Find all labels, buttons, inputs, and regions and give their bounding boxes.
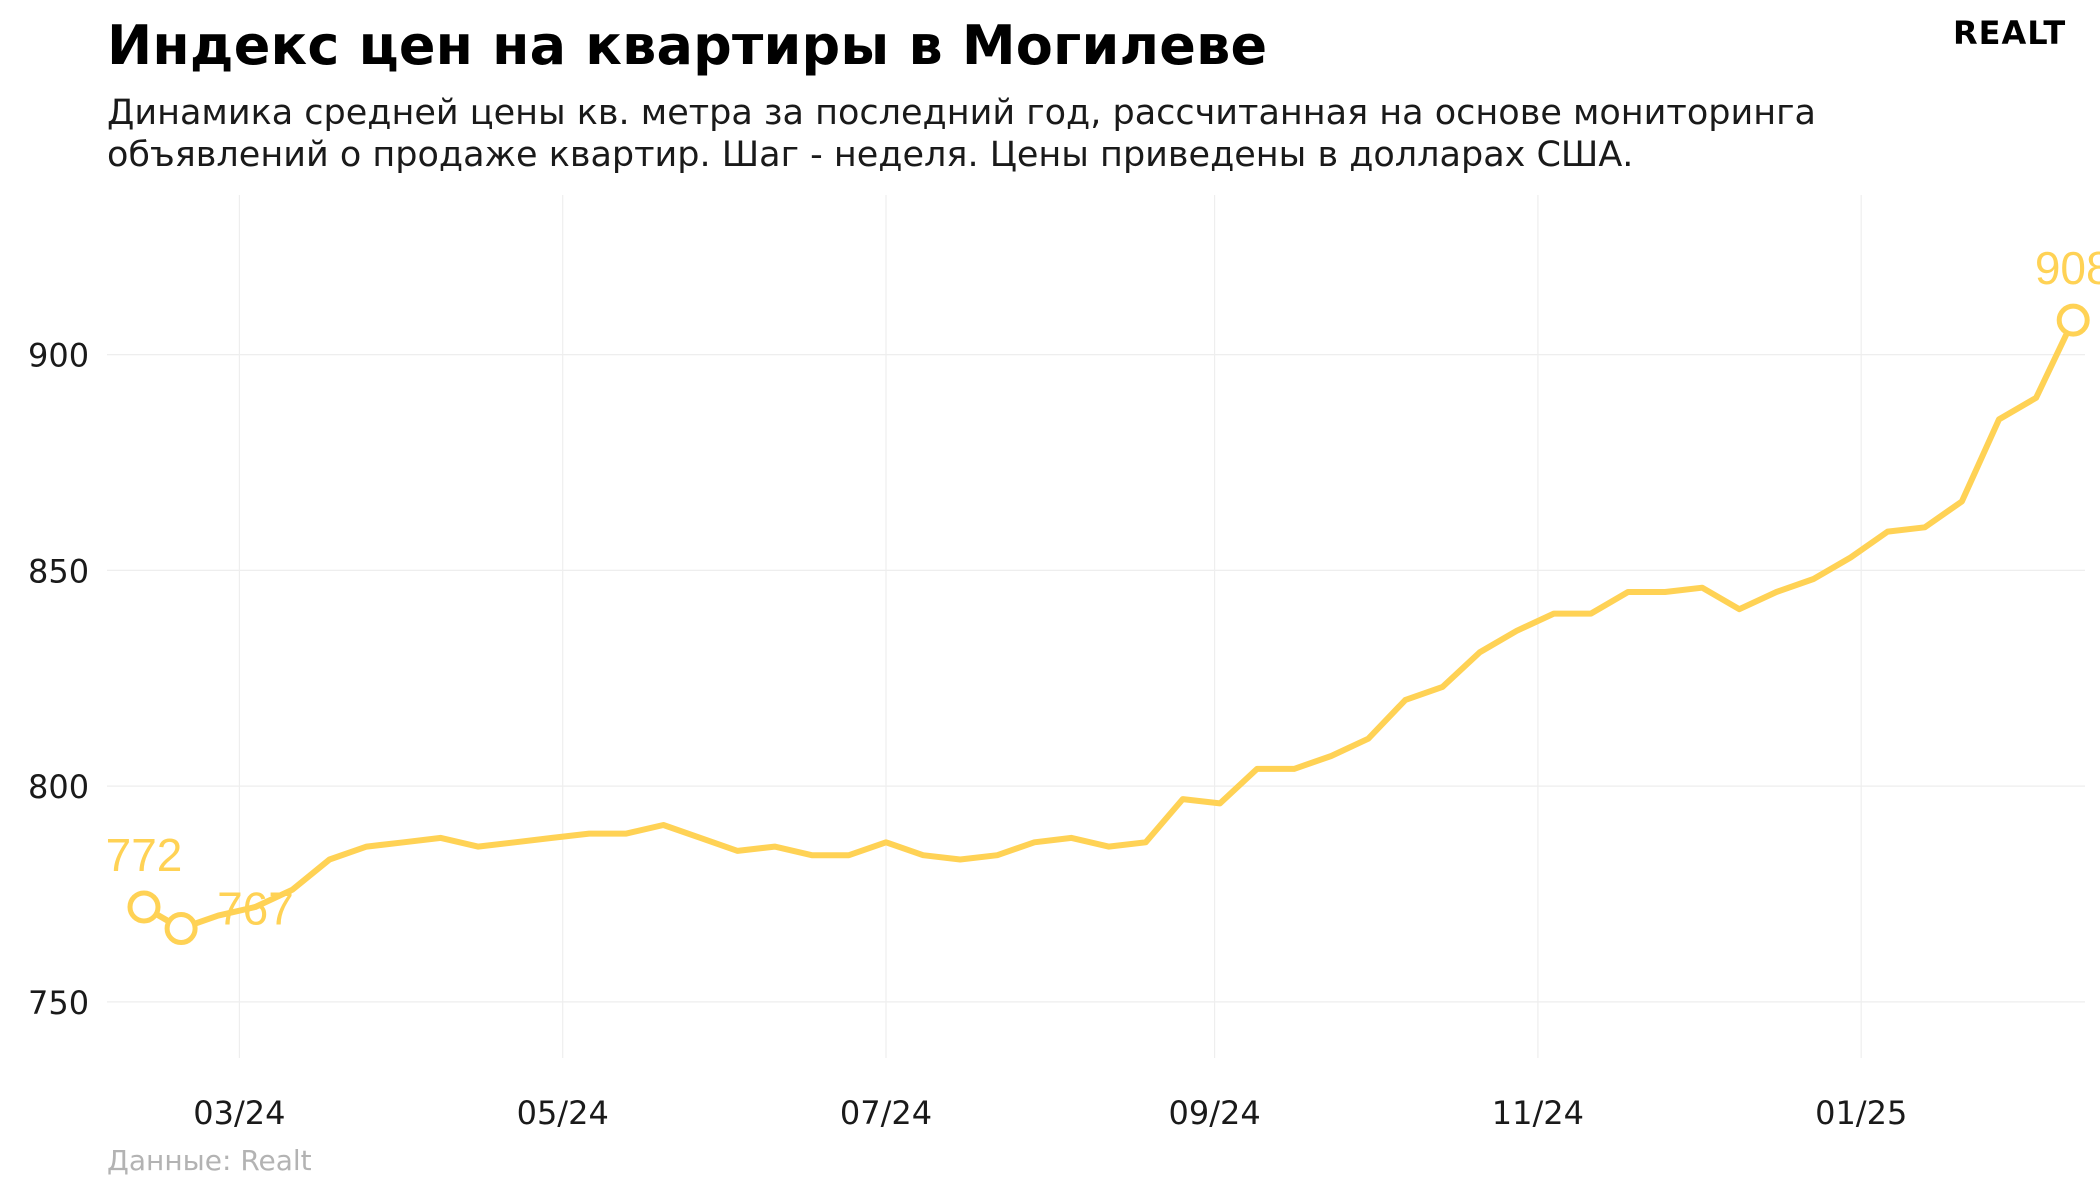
y-tick-label: 750 <box>28 984 89 1022</box>
realt-logo: REALT <box>1953 14 2067 52</box>
x-tick-label: 03/24 <box>193 1094 285 1132</box>
chart-title: Индекс цен на квартиры в Могилеве <box>107 14 1268 77</box>
chart-subtitle: Динамика средней цены кв. метра за после… <box>107 93 1816 175</box>
annotated-point-marker <box>127 890 161 924</box>
data-source-note: Данные: Realt <box>107 1144 312 1177</box>
y-tick-label: 900 <box>28 337 89 375</box>
price-series <box>141 317 2077 932</box>
x-tick-label: 11/24 <box>1492 1094 1584 1132</box>
point-value-label: 908 <box>2035 242 2100 294</box>
x-axis-ticks: 03/24 05/24 07/24 09/24 11/24 01/25 <box>193 1094 1907 1132</box>
series-line <box>141 317 2077 932</box>
x-tick-label: 09/24 <box>1168 1094 1260 1132</box>
y-tick-label: 800 <box>28 768 89 806</box>
x-tick-label: 07/24 <box>840 1094 932 1132</box>
x-tick-label: 01/25 <box>1815 1094 1907 1132</box>
y-tick-label: 850 <box>28 552 89 590</box>
point-value-label: 772 <box>106 829 183 881</box>
point-annotations: 772 767 908 <box>106 242 2100 946</box>
annotated-point-marker <box>2056 303 2090 337</box>
annotated-point-marker <box>164 912 198 946</box>
point-value-label: 767 <box>217 883 294 935</box>
grid-lines <box>107 195 2085 1058</box>
y-axis-ticks: 750 800 850 900 <box>28 337 89 1022</box>
x-tick-label: 05/24 <box>517 1094 609 1132</box>
